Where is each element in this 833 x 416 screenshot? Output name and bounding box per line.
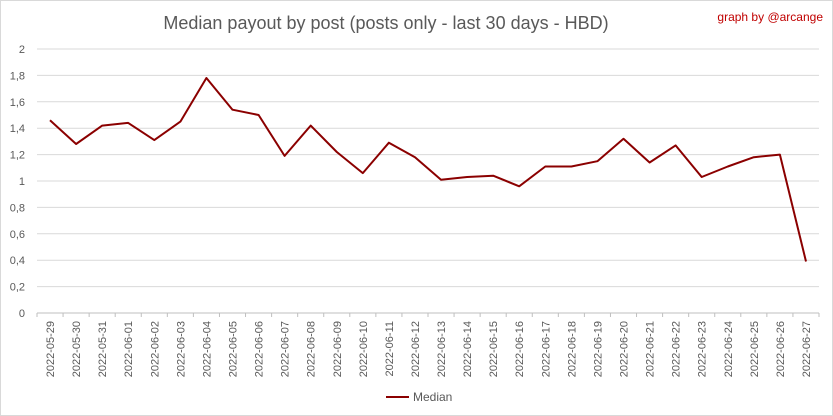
x-tick-label: 2022-06-11 bbox=[384, 321, 396, 376]
y-tick-label: 1 bbox=[19, 176, 25, 188]
legend-label-median: Median bbox=[413, 390, 452, 404]
x-tick-label: 2022-06-05 bbox=[228, 321, 240, 377]
x-tick-label: 2022-06-12 bbox=[410, 321, 422, 377]
y-tick-label: 0 bbox=[19, 308, 25, 320]
series-layer bbox=[49, 77, 807, 262]
y-tick-label: 0,2 bbox=[10, 282, 25, 294]
legend: Median bbox=[386, 390, 452, 404]
x-tick-label: 2022-05-29 bbox=[45, 321, 57, 377]
x-tick-label: 2022-06-14 bbox=[462, 321, 474, 377]
y-tick-label: 1,8 bbox=[10, 70, 25, 82]
x-tick-label: 2022-06-02 bbox=[149, 321, 161, 377]
x-tick-label: 2022-06-20 bbox=[619, 321, 631, 377]
x-tick-label: 2022-06-04 bbox=[201, 321, 213, 377]
y-tick-label: 1,4 bbox=[10, 123, 25, 135]
x-tick-label: 2022-06-16 bbox=[514, 321, 526, 377]
x-tick-label: 2022-06-21 bbox=[645, 321, 657, 377]
series-line-median bbox=[49, 77, 807, 262]
x-tick-label: 2022-06-22 bbox=[671, 321, 683, 377]
x-tick-label: 2022-06-03 bbox=[175, 321, 187, 377]
chart-title: Median payout by post (posts only - last… bbox=[163, 13, 608, 33]
x-tick-label: 2022-06-15 bbox=[488, 321, 500, 377]
x-tick-label: 2022-06-09 bbox=[332, 321, 344, 377]
y-tick-label: 0,4 bbox=[10, 255, 25, 267]
x-tick-label: 2022-06-10 bbox=[358, 321, 370, 377]
y-tick-label: 1,6 bbox=[10, 97, 25, 109]
y-tick-label: 0,6 bbox=[10, 229, 25, 241]
x-tick-label: 2022-06-17 bbox=[540, 321, 552, 377]
gridlines bbox=[37, 48, 819, 314]
x-axis-ticks: 2022-05-29 2022-05-30 2022-05-31 2022-06-01… bbox=[36, 313, 820, 377]
x-tick-label: 2022-05-30 bbox=[71, 321, 83, 377]
x-tick-label: 2022-06-26 bbox=[775, 321, 787, 377]
y-tick-label: 1,2 bbox=[10, 150, 25, 162]
x-tick-label: 2022-06-08 bbox=[306, 321, 318, 377]
x-tick-label: 2022-06-18 bbox=[566, 321, 578, 377]
x-tick-label: 2022-06-07 bbox=[280, 321, 292, 377]
x-tick-label: 2022-06-25 bbox=[749, 321, 761, 377]
y-axis-ticks: 0 0,2 0,4 0,6 0,8 1 1,2 1,4 1,6 1,8 2 bbox=[10, 44, 25, 320]
x-tick-label: 2022-06-24 bbox=[723, 321, 735, 377]
x-tick-label: 2022-06-13 bbox=[436, 321, 448, 377]
x-tick-label: 2022-06-27 bbox=[801, 321, 813, 377]
chart-credit: graph by @arcange bbox=[717, 10, 823, 24]
y-tick-label: 2 bbox=[19, 44, 25, 56]
x-tick-label: 2022-06-23 bbox=[697, 321, 709, 377]
x-tick-label: 2022-05-31 bbox=[97, 321, 109, 377]
x-tick-label: 2022-06-19 bbox=[592, 321, 604, 377]
y-tick-label: 0,8 bbox=[10, 202, 25, 214]
x-tick-label: 2022-06-06 bbox=[254, 321, 266, 377]
x-tick-label: 2022-06-01 bbox=[123, 321, 135, 377]
